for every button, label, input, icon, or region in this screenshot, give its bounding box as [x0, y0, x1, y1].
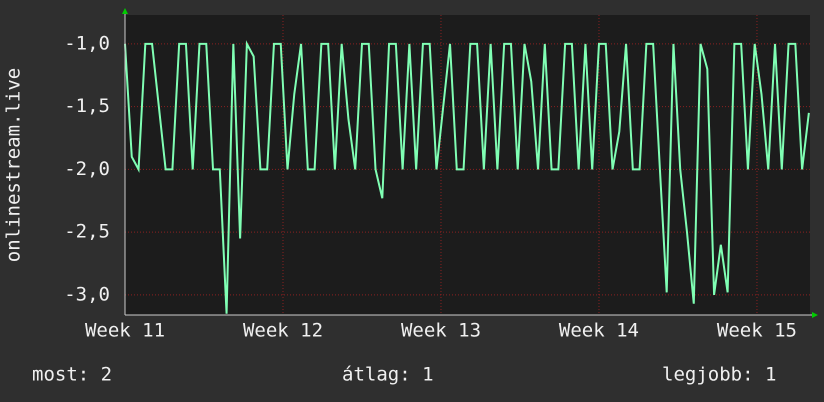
y-tick-label: -2,5 [64, 221, 110, 243]
x-tick-label: Week 13 [401, 320, 481, 342]
y-tick-label: -1,5 [64, 95, 110, 117]
y-tick-label: -3,0 [64, 283, 110, 305]
y-tick-label: -1,0 [64, 32, 110, 54]
y-tick-label: -2,0 [64, 158, 110, 180]
y-arrow [122, 8, 128, 14]
y-axis-label: onlinestream.live [3, 68, 25, 262]
footer-now: most: 2 [32, 364, 112, 386]
plot: -3,0 -2,5 -2,0 -1,5 -1,0 Week 11 Week 12 Week 1… [64, 15, 810, 342]
x-tick-label: Week 15 [717, 320, 797, 342]
plot-area [125, 15, 810, 315]
footer-best: legjobb: 1 [662, 364, 776, 386]
x-arrow [812, 312, 818, 318]
data-line [124, 40, 810, 314]
footer-average: átlag: 1 [342, 364, 434, 386]
x-tick-label: Week 14 [559, 320, 639, 342]
x-tick-label: Week 12 [243, 320, 323, 342]
x-tick-label: Week 11 [85, 320, 165, 342]
